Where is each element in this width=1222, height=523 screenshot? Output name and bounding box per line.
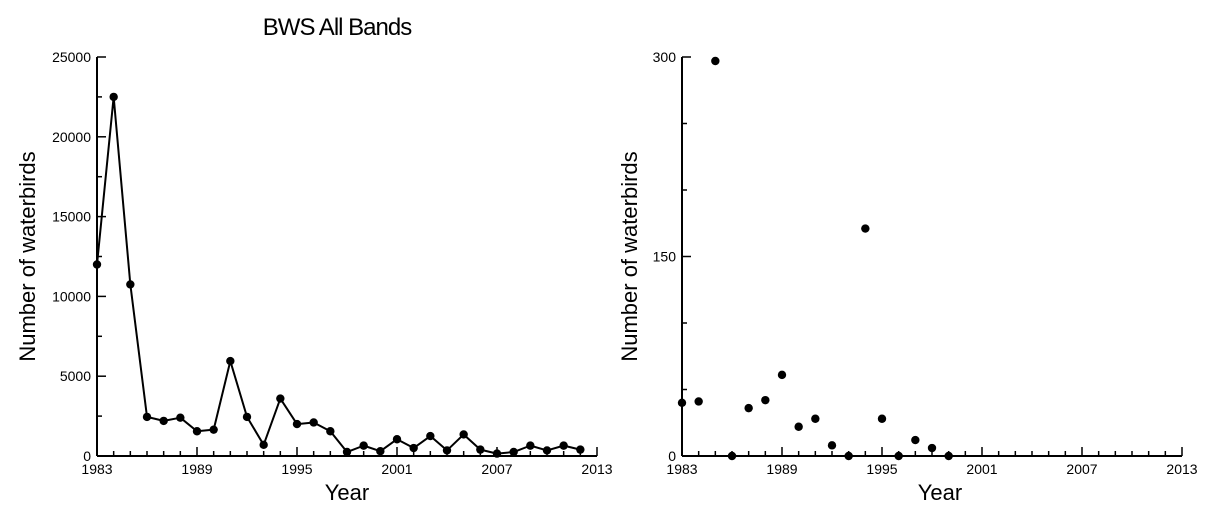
y-tick-label: 150 bbox=[653, 249, 677, 265]
data-point bbox=[911, 435, 920, 445]
data-point bbox=[409, 443, 418, 453]
x-tick-label: 1989 bbox=[766, 461, 797, 477]
data-point bbox=[711, 56, 720, 66]
data-point bbox=[476, 445, 485, 454]
y-tick-label: 300 bbox=[653, 49, 677, 65]
data-point bbox=[694, 397, 703, 406]
data-point bbox=[777, 370, 787, 380]
data-point bbox=[376, 447, 385, 456]
series-line bbox=[96, 95, 581, 455]
data-point bbox=[176, 413, 185, 422]
x-tick-label: 2013 bbox=[581, 461, 612, 477]
x-tick-label: 1995 bbox=[281, 461, 312, 477]
data-point bbox=[894, 451, 903, 461]
data-point bbox=[276, 394, 285, 403]
data-point bbox=[292, 419, 302, 429]
data-point bbox=[576, 445, 585, 454]
data-point bbox=[677, 398, 687, 407]
x-tick-label: 2013 bbox=[1166, 461, 1197, 477]
data-point bbox=[559, 441, 568, 450]
data-point bbox=[861, 224, 870, 233]
data-point bbox=[794, 422, 803, 431]
data-point bbox=[459, 430, 468, 439]
x-tick-label: 2007 bbox=[1066, 461, 1097, 477]
y-tick-label: 10000 bbox=[52, 288, 91, 304]
y-tick-label: 5000 bbox=[60, 368, 91, 384]
data-point bbox=[159, 416, 168, 426]
y-tick-label: 15000 bbox=[52, 209, 91, 225]
data-point bbox=[827, 441, 837, 450]
data-point bbox=[92, 260, 102, 269]
x-tick-label: 2001 bbox=[966, 461, 997, 477]
data-point bbox=[811, 414, 820, 423]
data-point bbox=[359, 441, 368, 450]
y-tick-label: 0 bbox=[668, 448, 676, 464]
data-point bbox=[426, 431, 435, 441]
x-tick-label: 2007 bbox=[481, 461, 512, 477]
data-point bbox=[927, 443, 937, 453]
data-point bbox=[526, 441, 535, 450]
data-point bbox=[309, 418, 318, 427]
data-point bbox=[342, 447, 352, 457]
x-tick-label: 1983 bbox=[666, 461, 697, 477]
x-axis-title: Year bbox=[918, 480, 962, 505]
data-point bbox=[944, 451, 953, 461]
data-point bbox=[209, 425, 218, 434]
x-axis-title: Year bbox=[325, 480, 369, 505]
right-chart-panel: 1983 1989 1995 2001 2007 2013 0 150 300 Year Numbe… bbox=[617, 49, 1198, 505]
data-point bbox=[226, 356, 235, 366]
y-axis-title: Number of waterbirds bbox=[15, 151, 40, 361]
data-point bbox=[442, 446, 452, 455]
left-chart-panel: 1983 1989 1995 2001 2007 2013 0 5000 10000 15000 2… bbox=[15, 14, 613, 505]
y-tick-label: 25000 bbox=[52, 49, 91, 65]
x-tick-label: 2001 bbox=[381, 461, 412, 477]
data-point bbox=[259, 440, 268, 450]
data-point bbox=[242, 412, 252, 422]
y-tick-label: 20000 bbox=[52, 129, 91, 145]
data-point bbox=[727, 451, 737, 461]
data-point bbox=[744, 403, 753, 413]
x-tick-label: 1995 bbox=[866, 461, 897, 477]
x-tick-label: 1983 bbox=[81, 461, 112, 477]
x-tick-label: 1989 bbox=[181, 461, 212, 477]
y-axis-title: Number of waterbirds bbox=[617, 151, 642, 361]
data-point bbox=[109, 92, 118, 102]
data-point bbox=[877, 414, 887, 423]
data-point bbox=[542, 446, 552, 455]
data-point bbox=[126, 280, 135, 289]
data-point bbox=[492, 449, 502, 458]
data-point bbox=[761, 395, 770, 405]
data-point bbox=[844, 451, 853, 461]
data-point bbox=[326, 427, 335, 436]
chart-title: BWS All Bands bbox=[263, 14, 412, 41]
data-point bbox=[509, 447, 518, 457]
y-tick-label: 0 bbox=[83, 448, 91, 464]
data-point bbox=[142, 412, 152, 422]
data-point bbox=[192, 427, 202, 436]
data-point bbox=[392, 435, 402, 444]
